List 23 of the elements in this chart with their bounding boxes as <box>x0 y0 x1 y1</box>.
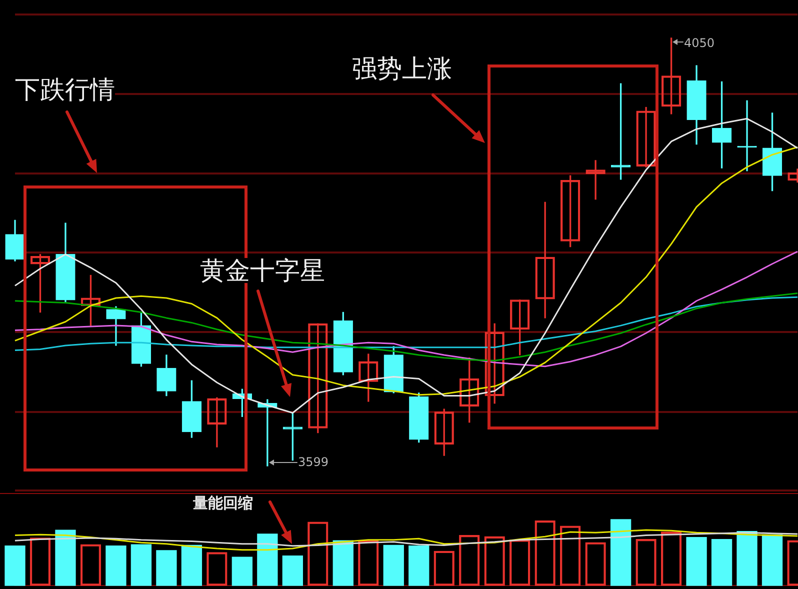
bar <box>383 544 404 586</box>
bar <box>762 534 783 586</box>
annotation: 4050 <box>684 36 715 50</box>
bar <box>711 538 732 586</box>
annotation: 下跌行情 <box>15 75 115 104</box>
text: 量能回缩 <box>193 494 253 512</box>
annotation: 黄金十字星 <box>200 256 325 285</box>
bar <box>156 550 177 586</box>
bar <box>232 556 253 586</box>
annotation: 3599 <box>298 455 329 470</box>
bar <box>130 544 152 586</box>
bar <box>332 540 354 586</box>
annotation: 强势上涨 <box>352 54 452 83</box>
bar <box>736 531 758 586</box>
bar <box>106 546 126 586</box>
bar <box>610 519 632 586</box>
bar <box>257 534 278 586</box>
bar <box>4 546 26 586</box>
bar <box>282 555 303 586</box>
bar <box>686 536 707 586</box>
bar <box>408 546 430 586</box>
bar <box>55 530 76 586</box>
bar <box>181 544 202 586</box>
